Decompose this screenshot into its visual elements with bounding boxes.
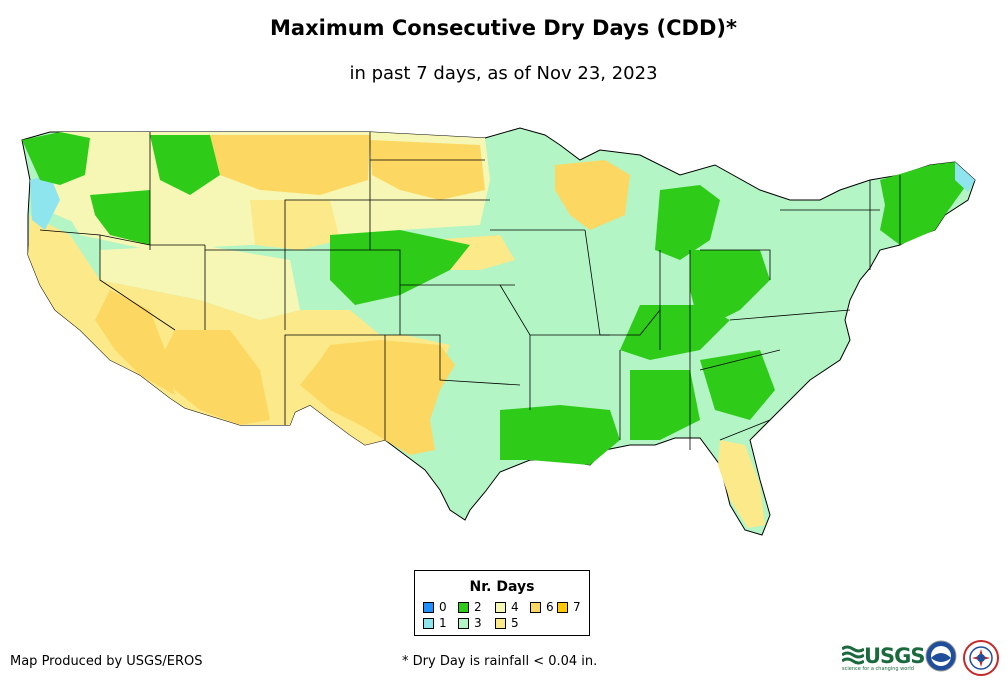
legend-label: 1 [439, 616, 447, 630]
legend-item-4: 4 [495, 601, 519, 614]
credit-text: Map Produced by USGS/EROS [10, 654, 203, 669]
legend-item-3: 3 [458, 617, 482, 630]
region-washington-1 [30, 175, 60, 230]
region-arizona-6 [160, 330, 270, 425]
usgs-wordmark: USGS [864, 644, 926, 668]
legend-label: 0 [439, 600, 447, 614]
legend-swatch [557, 602, 568, 613]
map-subtitle: in past 7 days, as of Nov 23, 2023 [349, 63, 658, 84]
region-alabama-2 [630, 370, 700, 440]
legend-item-6: 6 [530, 601, 554, 614]
footnote-text: * Dry Day is rainfall < 0.04 in. [402, 654, 598, 669]
legend-item-7: 7 [557, 601, 581, 614]
region-wisconsin-6 [555, 160, 630, 230]
us-dry-days-map [21, 127, 976, 536]
legend-title: Nr. Days [469, 579, 535, 595]
legend-label: 2 [474, 600, 482, 614]
region-florida-5 [718, 440, 765, 528]
legend-swatch [495, 618, 506, 629]
region-california-6 [95, 290, 175, 395]
legend-label: 6 [546, 600, 554, 614]
legend-swatch [495, 602, 506, 613]
legend-label: 3 [474, 616, 482, 630]
region-michigan-2 [655, 185, 720, 260]
legend-swatch [458, 618, 469, 629]
legend-swatch [530, 602, 541, 613]
region-montana-6 [210, 135, 370, 195]
region-wyoming-6 [250, 200, 340, 250]
legend-swatch [423, 602, 434, 613]
usgs-logo: USGS science for a changing world [842, 642, 926, 672]
region-gulf-2 [500, 405, 620, 465]
map-title: Maximum Consecutive Dry Days (CDD)* [270, 16, 737, 40]
region-maine-1 [955, 162, 975, 192]
region-idaho-2 [150, 135, 220, 195]
region-oregon-2 [90, 190, 150, 245]
region-dakota-6 [370, 140, 485, 200]
usgs-tagline: science for a changing world [842, 666, 914, 672]
legend-swatch [458, 602, 469, 613]
legend-item-2: 2 [458, 601, 482, 614]
legend-label: 4 [511, 600, 519, 614]
state-borders [39, 132, 901, 450]
region-newengland-2 [880, 162, 970, 245]
legend-label: 5 [511, 616, 519, 630]
noaa-seal-icon [925, 640, 957, 672]
region-basin-4 [100, 245, 300, 320]
legend-label: 7 [573, 600, 581, 614]
region-tennessee-2 [620, 305, 730, 360]
legend-item-5: 5 [495, 617, 519, 630]
legend-swatch [423, 618, 434, 629]
region-carolina-2 [700, 350, 775, 420]
legend-item-1: 1 [423, 617, 447, 630]
usgs-wave-icon [842, 645, 864, 665]
legend: Nr. Days 0 1 2 3 4 5 6 7 [414, 570, 590, 636]
legend-item-0: 0 [423, 601, 447, 614]
nws-seal-icon [963, 640, 999, 676]
region-texas-6 [300, 340, 455, 455]
region-washington-2 [22, 132, 90, 185]
